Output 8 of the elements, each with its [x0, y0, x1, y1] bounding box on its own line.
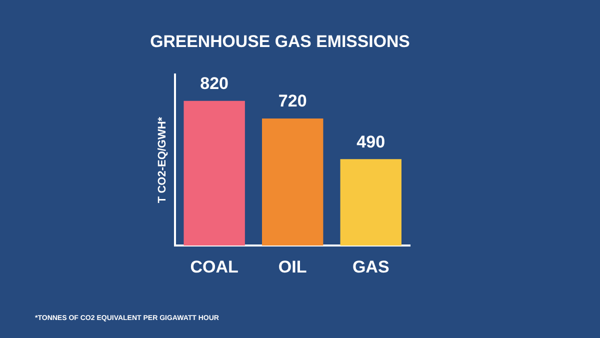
data-label: 720 — [278, 92, 307, 111]
x-tick-label: GAS — [352, 257, 390, 276]
x-tick-label: COAL — [190, 257, 238, 276]
data-label: 490 — [356, 132, 386, 152]
data-label: 820 — [200, 74, 229, 94]
chart-title: GREENHOUSE GAS EMISSIONS — [150, 32, 410, 51]
y-axis-title: T CO2-EQ/GWH* — [156, 116, 169, 204]
x-tick-label: OIL — [278, 257, 307, 276]
